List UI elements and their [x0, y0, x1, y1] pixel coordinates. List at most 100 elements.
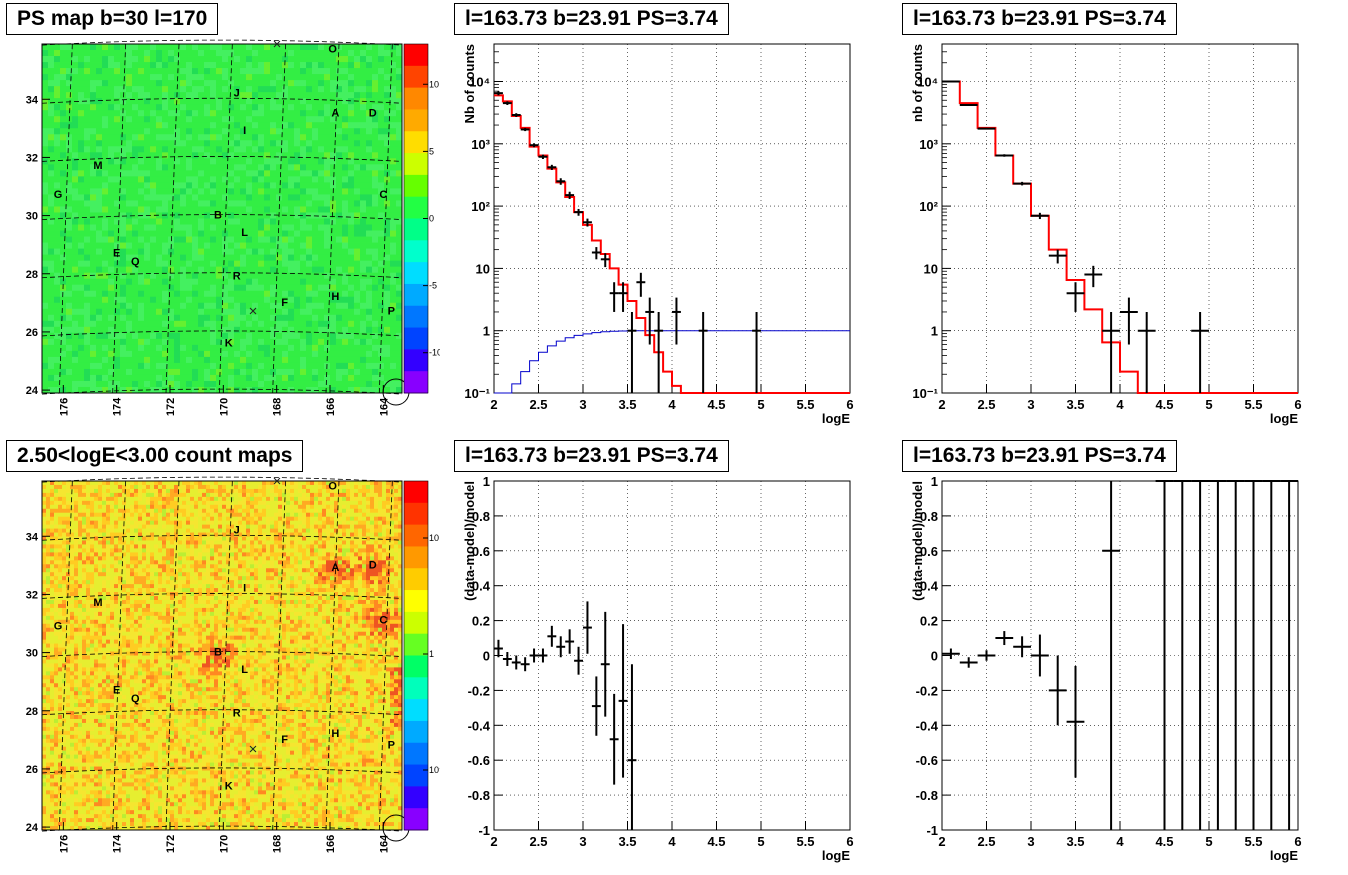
- x-tick-label: 5: [1205, 397, 1212, 412]
- cross-marker: [273, 40, 281, 48]
- x-tick-label: 5: [1205, 834, 1212, 849]
- palette-swatch: [404, 481, 428, 504]
- source-label-h: H: [331, 291, 339, 303]
- source-label-o: O: [328, 44, 337, 56]
- y-tick-label: -0.6: [916, 753, 938, 768]
- residual-right-title: l=163.73 b=23.91 PS=3.74: [902, 440, 1177, 472]
- plot-grid: [494, 44, 850, 393]
- y-tick-label: 10: [924, 261, 938, 276]
- palette-swatch: [404, 240, 428, 263]
- source-label-c: C: [379, 189, 387, 201]
- ps-map-title: PS map b=30 l=170: [6, 3, 219, 35]
- source-label-k: K: [225, 780, 233, 792]
- source-label-f: F: [281, 297, 288, 309]
- palette-tick-label: -5: [429, 281, 437, 291]
- source-label-p: P: [388, 740, 395, 752]
- source-label-p: P: [388, 305, 395, 317]
- y-tick-label: 0: [483, 649, 490, 664]
- x-tick-label: 2: [938, 834, 945, 849]
- source-label-i: I: [243, 583, 246, 595]
- cross-marker: [249, 307, 257, 315]
- latitude-line: [41, 534, 403, 541]
- x-tick-label: 3: [579, 834, 586, 849]
- palette-swatch: [404, 327, 428, 350]
- latitude-line: [41, 593, 403, 599]
- residual-plot-left: 2 2.5 3 3.5 4 4.5 5 5.5 6 -1 -0.8 -0.6 -0.4 -0.2 0 0.2 0…: [462, 474, 854, 863]
- y-tick-label: 10³: [919, 137, 938, 152]
- source-label-i: I: [243, 125, 246, 137]
- palette-swatch: [404, 808, 428, 831]
- residual-left-title: l=163.73 b=23.91 PS=3.74: [454, 440, 729, 472]
- y-tick-label: 34: [26, 531, 39, 543]
- source-label-j: J: [234, 524, 240, 536]
- source-label-h: H: [331, 728, 339, 740]
- x-tick-label: 3.5: [1066, 834, 1084, 849]
- coord-grid: [41, 39, 403, 395]
- x-tick-label: 176: [58, 398, 70, 416]
- x-tick-label: 5.5: [796, 397, 814, 412]
- source-label-k: K: [225, 337, 233, 349]
- palette-swatch: [404, 109, 428, 132]
- latitude-line: [41, 388, 403, 395]
- count-map-title: 2.50<logE<3.00 count maps: [6, 440, 304, 472]
- palette-swatch: [404, 764, 428, 787]
- x-tick-label: 2: [490, 397, 497, 412]
- latitude-line: [41, 156, 403, 162]
- x-tick-label: 164: [378, 834, 390, 853]
- x-tick-label: 3: [1027, 397, 1034, 412]
- source-label-b: B: [214, 210, 222, 222]
- y-tick-label: -0.8: [916, 788, 938, 803]
- source-label-q: Q: [131, 256, 140, 268]
- ps-map-panel: 176 174 172 170 168 166 164 24 26 28 30 32 34 O J A D I M G…: [0, 0, 440, 437]
- palette-swatch: [404, 371, 428, 394]
- y-tick-label: 10⁻¹: [464, 386, 490, 401]
- y-tick-label: 1: [483, 474, 490, 489]
- y-tick-label: 0.2: [472, 614, 490, 629]
- palette-swatch: [404, 196, 428, 219]
- x-tick-label: 164: [378, 397, 390, 416]
- x-tick-label: 3.5: [1066, 397, 1084, 412]
- coord-grid: [41, 476, 403, 832]
- ps-map-plot: 176 174 172 170 168 166 164 24 26 28 30 32 34 O J A D I M G…: [26, 39, 440, 416]
- data-points: [942, 80, 1209, 393]
- data-points: [494, 91, 761, 393]
- palette-swatch: [404, 65, 428, 89]
- x-tick-label: 5: [757, 397, 764, 412]
- count-map-plot: 176 174 172 170 168 166 164 24 26 28 30 32 34 O J A D I M G…: [26, 476, 440, 853]
- x-tick-label: 4.5: [1155, 397, 1173, 412]
- palette-tick-label: 1: [429, 649, 434, 659]
- x-axis-label: logE: [822, 411, 850, 426]
- y-tick-label: -0.4: [916, 718, 939, 733]
- x-tick-label: 170: [218, 835, 230, 853]
- palette-swatch: [404, 262, 428, 285]
- x-tick-label: 2: [938, 397, 945, 412]
- latitude-line: [41, 330, 403, 337]
- spectrum-panel-left: 2 2.5 3 3.5 4 4.5 5 5.5 6 10⁻¹ 1 10 10² 10³ 10⁴ logE Nb …: [450, 0, 870, 437]
- residual-panel-right: 2 2.5 3 3.5 4 4.5 5 5.5 6 -1 -0.8 -0.6 -0.4 -0.2 0 0.2 0…: [898, 437, 1318, 875]
- palette-swatch: [404, 502, 428, 526]
- x-tick-label: 2.5: [977, 397, 995, 412]
- residual-panel-left: 2 2.5 3 3.5 4 4.5 5 5.5 6 -1 -0.8 -0.6 -0.4 -0.2 0 0.2 0…: [450, 437, 870, 875]
- source-label-o: O: [328, 481, 337, 493]
- palette-swatch: [404, 633, 428, 656]
- y-tick-label: 0.6: [472, 544, 490, 559]
- x-tick-label: 6: [1294, 397, 1301, 412]
- palette-swatch: [404, 568, 428, 591]
- palette-tick-label: -10: [429, 348, 440, 358]
- y-axis-label: nb of counts: [910, 44, 925, 122]
- spectrum-plot-left: 2 2.5 3 3.5 4 4.5 5 5.5 6 10⁻¹ 1 10 10² 10³ 10⁴ logE Nb …: [462, 43, 854, 426]
- latitude-line: [41, 651, 403, 657]
- y-tick-label: 0: [931, 649, 938, 664]
- source-label-a: A: [331, 562, 339, 574]
- cross-marker: [249, 745, 257, 753]
- source-label-e: E: [113, 247, 120, 259]
- y-tick-label: 10: [476, 261, 490, 276]
- x-tick-label: 2: [490, 834, 497, 849]
- y-tick-label: 1: [931, 324, 938, 339]
- x-tick-label: 166: [325, 398, 337, 416]
- y-tick-label: 10²: [471, 199, 490, 214]
- y-tick-label: 10²: [919, 199, 938, 214]
- y-tick-label: 24: [26, 822, 39, 834]
- count-map-panel: 176 174 172 170 168 166 164 24 26 28 30 32 34 O J A D I M G…: [0, 437, 440, 875]
- map-frame: [41, 480, 403, 831]
